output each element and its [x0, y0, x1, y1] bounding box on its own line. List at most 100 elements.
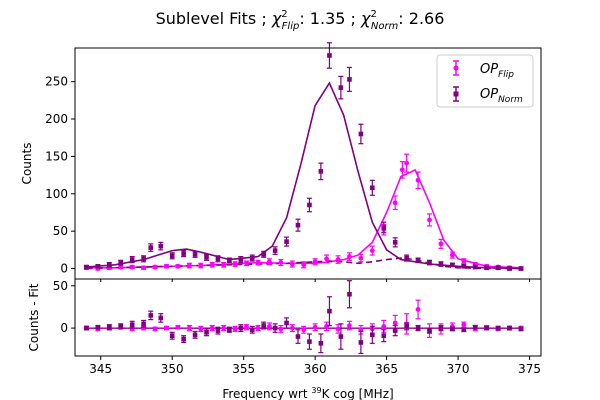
flip-residual-point [324, 323, 329, 329]
residual-plot-frame [74, 278, 542, 357]
flip-residual-point [244, 324, 249, 330]
norm-residual-point [284, 320, 289, 326]
flip-residual-point [209, 325, 215, 331]
norm-residual-point [118, 324, 124, 329]
flip-data-point [198, 263, 204, 268]
residual-plot: 0 50 345 350 355 360 365 370 375 Counts - Fit F… [27, 278, 542, 400]
norm-residual-point [327, 308, 332, 314]
norm-data-point [358, 131, 364, 137]
flip-residual-point [461, 322, 467, 328]
flip-data-point [461, 258, 467, 264]
main-y-tick-label: 100 [45, 187, 68, 201]
norm-residual-point [84, 325, 89, 331]
flip-data-point [358, 255, 364, 261]
norm-data-point [295, 222, 301, 228]
norm-data-point [249, 255, 255, 261]
flip-residual-point [335, 326, 341, 332]
norm-data-point [347, 77, 352, 82]
flip-data-point [152, 264, 158, 270]
norm-data-point [461, 263, 467, 269]
flip-data-point [175, 263, 181, 269]
norm-data-point [181, 251, 186, 256]
flip-data-point [289, 261, 295, 267]
norm-data-point [415, 258, 421, 263]
legend-norm-marker [453, 91, 459, 97]
norm-residual-point [295, 334, 301, 339]
legend-flip-marker [453, 65, 459, 71]
flip-data-point [129, 264, 135, 270]
norm-residual-point [427, 328, 432, 333]
flip-data-point [392, 200, 398, 206]
flip-data-point [221, 262, 227, 268]
norm-residual-point [358, 340, 364, 345]
norm-data-point [472, 264, 478, 270]
norm-residual-point [392, 328, 398, 333]
main-plot: 0 50 100 150 200 250 Counts OPFlip OPNorm [20, 42, 542, 280]
norm-residual-point [238, 325, 244, 331]
main-y-tick-label: 250 [45, 75, 68, 89]
main-y-axis-label: Counts [20, 143, 34, 185]
flip-residual-point [301, 327, 307, 333]
norm-data-point [370, 185, 375, 191]
x-tick-label: 345 [89, 362, 112, 376]
norm-residual-point [307, 339, 312, 344]
norm-data-point [107, 262, 112, 268]
flip-data-point [118, 264, 124, 270]
flip-data-point [278, 260, 284, 265]
flip-residual-point [232, 326, 238, 332]
flip-data-point [324, 256, 329, 262]
norm-residual-point [107, 324, 112, 330]
flip-data-point [267, 259, 272, 265]
residual-plot-marks [83, 280, 524, 355]
flip-residual-point [381, 323, 387, 329]
norm-data-point [129, 257, 135, 262]
norm-data-point [495, 265, 501, 271]
norm-residual-point [370, 332, 375, 338]
residual-y-axis-label: Counts - Fit [27, 283, 41, 351]
legend-entry-flip: OPFlip [453, 60, 514, 80]
norm-data-point [338, 85, 344, 90]
norm-residual-point [404, 324, 409, 329]
main-y-tick-label: 0 [60, 262, 68, 276]
norm-data-point [484, 265, 489, 271]
residual-y-axis: 0 50 [53, 279, 75, 335]
flip-residual-point [175, 324, 181, 330]
norm-data-point [227, 258, 232, 263]
norm-residual-point [215, 328, 221, 333]
norm-data-point [381, 225, 387, 230]
norm-data-point [404, 255, 409, 261]
x-tick-label: 350 [161, 362, 184, 376]
norm-residual-point [227, 327, 232, 333]
norm-residual-point [129, 322, 135, 327]
legend-flip-label: OPFlip [480, 62, 514, 80]
flip-data-point [399, 167, 405, 173]
main-y-tick-label: 50 [53, 224, 68, 238]
norm-residual-point [415, 325, 421, 331]
flip-residual-point [164, 325, 169, 331]
norm-residual-point [381, 333, 387, 338]
flip-data-point [209, 262, 215, 268]
flip-data-point [415, 177, 421, 183]
x-tick-label: 365 [375, 362, 398, 376]
norm-residual-point [148, 313, 154, 318]
flip-data-point [244, 260, 249, 266]
norm-residual-point [472, 324, 478, 330]
chart-title: Sublevel Fits ; χ2 Flip: 1.35 ; χ2 Norm: 2… [156, 9, 445, 32]
norm-data-point [141, 256, 146, 262]
residual-y-tick-label: 50 [53, 279, 68, 293]
norm-data-point [215, 256, 221, 262]
flip-data-point [438, 241, 444, 247]
flip-data-point [449, 252, 455, 258]
norm-data-point [392, 240, 398, 245]
norm-residual-point [272, 325, 278, 331]
flip-residual-point [152, 326, 158, 332]
norm-data-point [327, 53, 332, 58]
norm-data-point [307, 202, 312, 208]
norm-data-point [84, 264, 89, 270]
norm-data-point [204, 255, 209, 260]
norm-residual-point [518, 326, 524, 332]
flip-data-point [232, 261, 238, 267]
flip-residual-point [415, 307, 421, 312]
flip-data-point [369, 248, 375, 253]
